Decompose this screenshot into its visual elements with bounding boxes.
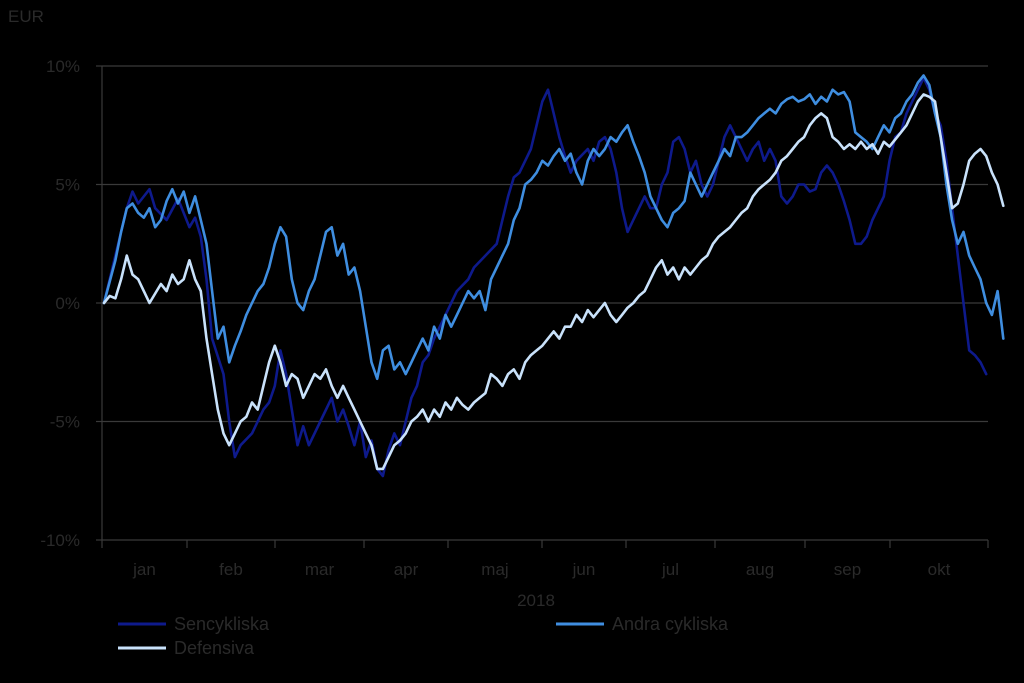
series-line-andra-cykliska (102, 74, 1005, 381)
legend-label-andra-cykliska: Andra cykliska (612, 614, 729, 634)
y-tick-label: -10% (40, 531, 80, 550)
series-lines (102, 74, 1005, 478)
x-tick-label-jan: jan (132, 560, 156, 579)
legend-label-sencykliska: Sencykliska (174, 614, 270, 634)
series-line-sencykliska (102, 76, 988, 478)
legend: Sencykliska Andra cykliska Defensiva (118, 614, 729, 658)
gridlines (102, 65, 988, 423)
x-tick-label-okt: okt (928, 560, 951, 579)
x-tick-label-maj: maj (481, 560, 508, 579)
x-tick-label-jul: jul (661, 560, 679, 579)
x-tick-label-feb: feb (219, 560, 243, 579)
x-tick-label-aug: aug (746, 560, 774, 579)
x-tick-label-sep: sep (834, 560, 861, 579)
x-tick-label-jun: jun (572, 560, 596, 579)
y-tick-label: 0% (55, 294, 80, 313)
y-tick-label: 10% (46, 57, 80, 76)
legend-label-defensiva: Defensiva (174, 638, 255, 658)
axis-labels: 10% 5% 0% -5% -10% jan feb mar apr maj jun jul aug se… (40, 57, 950, 579)
x-axis-year-label: 2018 (517, 591, 555, 610)
x-tick-label-apr: apr (394, 560, 419, 579)
y-unit-label: EUR (8, 7, 44, 26)
y-tick-label: -5% (50, 413, 80, 432)
y-tick-label: 5% (55, 176, 80, 195)
axes (96, 65, 989, 548)
series-line-defensiva (102, 93, 1005, 471)
x-tick-label-mar: mar (305, 560, 335, 579)
